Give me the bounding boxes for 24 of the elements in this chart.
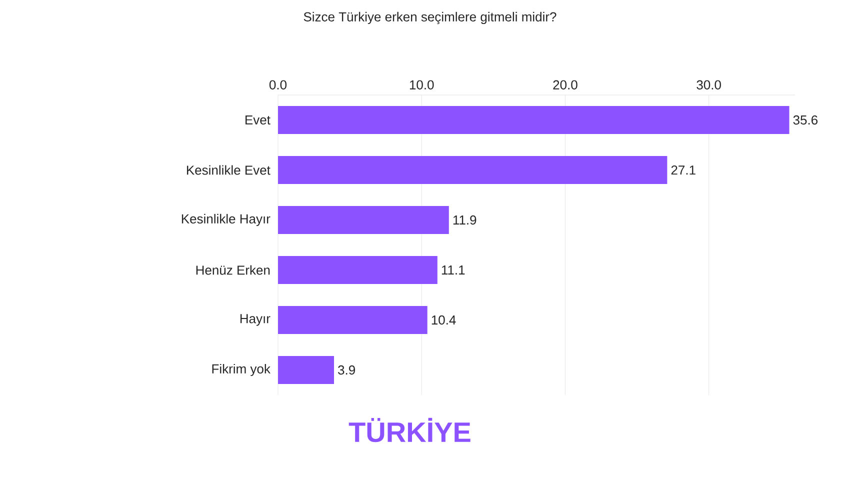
x-tick-label: 0.0	[269, 80, 287, 90]
bar	[278, 356, 334, 384]
y-tick-label: Fikrim yok	[212, 364, 270, 376]
data-label: 11.1	[442, 266, 465, 274]
y-tick-label: Evet	[246, 115, 270, 125]
y-tick-label: Hayır	[240, 314, 270, 326]
data-label: 35.6	[793, 115, 818, 125]
data-label: 3.9	[338, 365, 356, 375]
x-tick-label: 20.0	[553, 80, 578, 90]
y-tick-label: Henüz Erken	[196, 265, 270, 275]
chart-title: Sizce Türkiye erken seçimlere gitmeli midir?	[304, 12, 556, 24]
data-label: 27.1	[671, 165, 696, 175]
x-tick-label: 10.0	[410, 80, 434, 90]
bar	[278, 156, 668, 184]
bar	[278, 256, 438, 284]
bar	[278, 306, 428, 334]
bar	[278, 106, 790, 134]
x-tick-label: 30.0	[696, 80, 721, 90]
data-label: 11.9	[453, 215, 476, 225]
data-label: 10.4	[432, 315, 456, 325]
y-tick-label: Kesinlikle Hayır	[182, 214, 270, 226]
bar	[278, 206, 449, 234]
text: TÜRKİYE	[348, 418, 470, 442]
y-tick-label: Kesinlikle Evet	[186, 165, 270, 175]
